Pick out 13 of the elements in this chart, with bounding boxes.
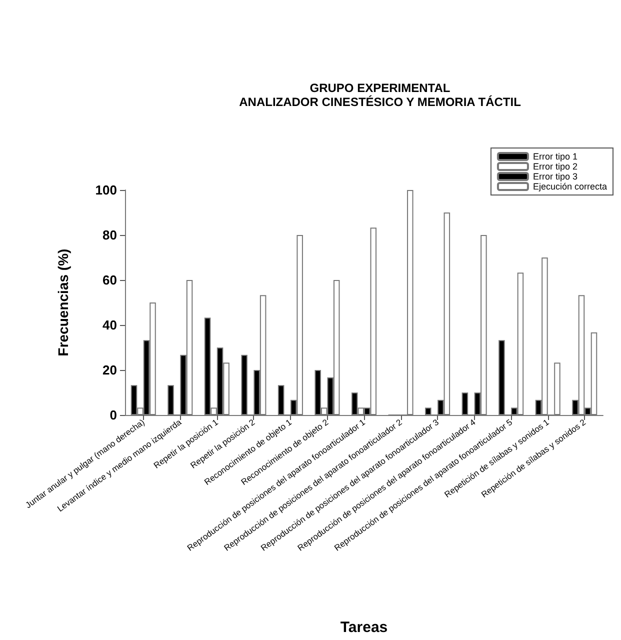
y-tick-label: 0	[110, 408, 117, 422]
legend-label: Ejecución correcta	[532, 182, 608, 192]
legend-label: Error tipo 1	[532, 152, 578, 162]
chart-title: GRUPO EXPERIMENTAL ANALIZADOR CINESTÉSICO Y MEMORIA TÁCTIL	[239, 81, 521, 109]
y-axis-title: Frecuencias (%)	[55, 248, 71, 356]
y-tick-label: 60	[102, 272, 117, 288]
y-tick-label: 100	[95, 182, 117, 198]
y-tick-label: 20	[102, 362, 117, 378]
x-axis-title: Tareas	[340, 619, 388, 636]
legend-label: Error tipo 2	[532, 162, 578, 172]
y-tick-label: 40	[102, 318, 117, 332]
legend-label: Error tipo 3	[532, 172, 578, 182]
y-tick-label: 80	[102, 228, 117, 242]
